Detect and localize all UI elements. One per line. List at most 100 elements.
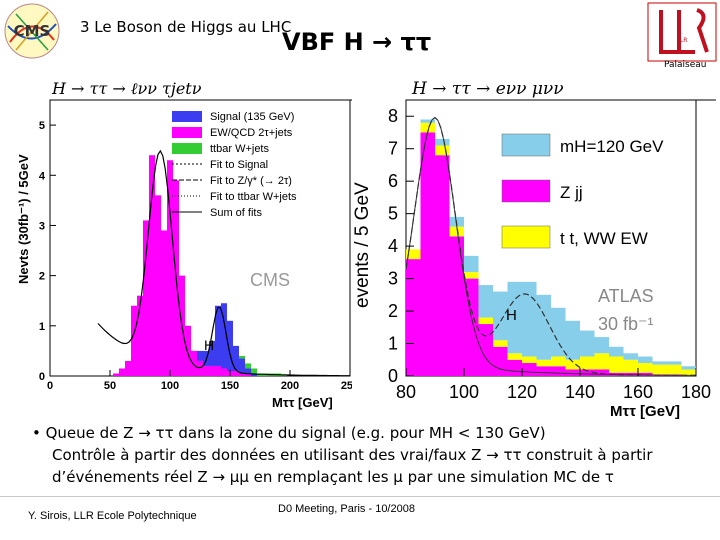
atlas-ytick-label: 7	[388, 139, 398, 159]
cms-legend-label: Fit to ttbar W+jets	[210, 191, 297, 203]
atlas-bar	[449, 226, 464, 237]
atlas-legend-swatch	[501, 133, 551, 157]
cms-bar	[209, 340, 215, 366]
atlas-bar	[493, 346, 508, 376]
atlas-watermark-1: ATLAS	[598, 286, 654, 306]
atlas-bar	[652, 361, 667, 365]
cms-bar	[215, 365, 221, 376]
atlas-bar	[594, 369, 609, 376]
atlas-ytick-label: 4	[388, 236, 398, 256]
cms-ylabel: Nevts (30fb⁻¹) / 5GeV	[16, 154, 31, 284]
cms-bar	[221, 303, 227, 369]
atlas-bar	[536, 294, 551, 360]
atlas-bar	[565, 369, 580, 376]
atlas-bar	[507, 353, 522, 360]
atlas-xtick-label: 140	[565, 382, 595, 402]
cms-legend-swatch	[172, 111, 202, 122]
atlas-bar	[580, 356, 595, 370]
cms-bar	[149, 155, 155, 376]
atlas-bar	[623, 359, 638, 373]
cms-bar	[227, 320, 233, 371]
cms-legend-label: Fit to Z/γ* (→ 2τ)	[210, 175, 292, 187]
atlas-ytick-label: 2	[388, 301, 398, 321]
atlas-bkg-curve	[405, 116, 696, 376]
cms-ytick-label: 0	[39, 371, 45, 383]
atlas-bar	[551, 366, 566, 376]
atlas-bar	[420, 132, 435, 376]
atlas-legend: mH=120 GeV Z jj t t, WW EW	[501, 133, 664, 249]
atlas-bar	[609, 356, 624, 373]
cms-xtick-label: 100	[161, 380, 179, 392]
atlas-legend-label: t t, WW EW	[560, 229, 648, 248]
atlas-xtick-label: 180	[681, 382, 711, 402]
cms-legend-label: Signal (135 GeV)	[210, 111, 294, 123]
cms-bar	[221, 368, 227, 376]
atlas-bar	[464, 255, 479, 273]
bullet-text: • Queue de Z → ττ dans la zone du signal…	[32, 422, 712, 488]
cms-bar	[239, 355, 245, 359]
atlas-bar	[580, 369, 595, 376]
cms-bar	[167, 160, 173, 376]
cms-bar	[251, 373, 257, 376]
atlas-bar	[594, 337, 609, 354]
cms-bar	[143, 220, 149, 376]
cms-plot-title: H → ττ → ℓνν τjetν	[51, 79, 202, 98]
cms-ytick-label: 2	[39, 271, 45, 283]
cms-legend-label: EW/QCD 2τ+jets	[210, 127, 293, 139]
cms-plot-frame	[49, 99, 351, 377]
atlas-bar	[536, 359, 551, 367]
cms-bar	[161, 230, 167, 376]
atlas-ylabel: events / 5 GeV	[352, 182, 373, 308]
atlas-bar	[667, 361, 682, 365]
cms-bar	[233, 345, 239, 371]
atlas-bar	[507, 359, 522, 376]
cms-bar	[245, 368, 251, 374]
atlas-xtick-label: 80	[396, 382, 416, 402]
cms-bar	[245, 363, 251, 369]
cms-logo-text: CMS	[14, 22, 51, 40]
bullet-line-3: d’événements réel Z → μμ en remplaçant l…	[52, 468, 614, 486]
llr-city-label: Palaiseau	[664, 60, 707, 70]
cms-bar	[125, 360, 131, 376]
atlas-plot-title: H → ττ → eνν μνν	[411, 79, 564, 99]
cms-legend-swatch	[172, 143, 202, 154]
cms-sum-fit-curve	[97, 149, 350, 377]
cms-bar	[131, 305, 137, 376]
atlas-bar	[580, 330, 595, 357]
atlas-watermark-2: 30 fb⁻¹	[598, 314, 654, 334]
cms-xlabel: Mττ [GeV]	[272, 395, 333, 410]
atlas-ytick-label: 6	[388, 171, 398, 191]
cms-bar	[239, 358, 245, 374]
cms-ytick-label: 3	[39, 220, 45, 232]
atlas-bar	[681, 366, 696, 370]
atlas-bar	[449, 236, 464, 376]
atlas-bar	[652, 364, 667, 375]
cms-bar	[155, 195, 161, 376]
cms-xtick-label: 250	[341, 380, 352, 392]
cms-peak-label: H	[204, 337, 214, 353]
atlas-legend-swatch	[501, 179, 551, 203]
atlas-bar	[551, 307, 566, 357]
section-title: 3 Le Boson de Higgs au LHC	[80, 18, 292, 36]
cms-bar	[185, 325, 191, 376]
atlas-legend-label: Z jj	[560, 183, 583, 202]
atlas-bar	[565, 359, 580, 370]
atlas-bar	[522, 356, 537, 364]
atlas-bar	[638, 356, 653, 364]
cms-ytick-label: 4	[39, 170, 46, 182]
footer-divider	[0, 496, 720, 497]
atlas-bar	[420, 122, 435, 133]
cms-legend-swatch	[172, 127, 202, 138]
atlas-bar	[638, 363, 653, 373]
atlas-bar	[435, 138, 450, 146]
cms-axes: 0 50 100 150 200 250 0 1 2 3 4 5	[39, 120, 352, 392]
atlas-bar	[464, 272, 479, 279]
atlas-bar	[681, 369, 696, 376]
atlas-bar	[536, 366, 551, 376]
atlas-xtick-label: 160	[623, 382, 653, 402]
atlas-bar	[493, 340, 508, 347]
atlas-xtick-label: 100	[449, 382, 479, 402]
atlas-bar	[609, 346, 624, 357]
atlas-plot: H → ττ → eνν μνν 80 100 120 140 160 180 0 1 2 3 4 5…	[352, 79, 716, 420]
cms-bar	[197, 350, 203, 361]
